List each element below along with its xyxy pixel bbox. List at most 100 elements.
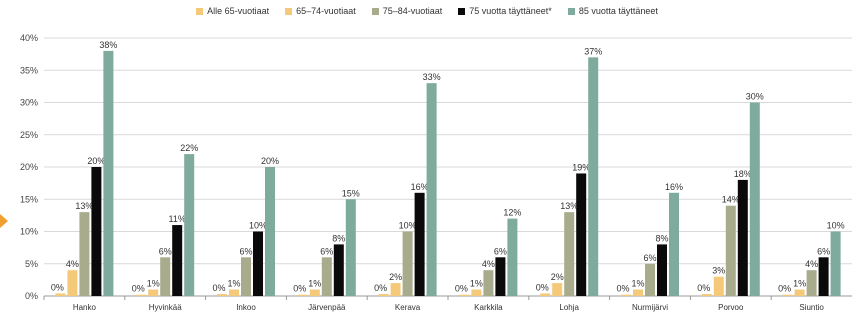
- bar: [172, 225, 183, 296]
- bar: [782, 294, 793, 296]
- bar: [229, 289, 239, 296]
- bar: [749, 102, 760, 296]
- data-label: 6%: [239, 246, 252, 256]
- bar: [414, 192, 425, 296]
- x-tick-label: Karkkila: [474, 303, 503, 312]
- data-label: 0%: [51, 282, 64, 292]
- data-label: 0%: [778, 284, 791, 294]
- bar: [645, 263, 655, 296]
- bar: [297, 294, 308, 296]
- bar: [701, 294, 712, 296]
- data-label: 30%: [746, 92, 764, 102]
- data-label: 38%: [99, 40, 117, 50]
- x-tick-label: Nurmijärvi: [632, 303, 668, 312]
- data-label: 1%: [308, 279, 321, 289]
- legend-item: 65–74-vuotiaat: [285, 6, 356, 16]
- data-label: 22%: [180, 143, 198, 153]
- x-tick-label: Järvenpää: [308, 303, 346, 312]
- x-tick-label: Siuntio: [799, 303, 824, 312]
- chart-legend: Alle 65-vuotiaat 65–74-vuotiaat 75–84-vuot…: [0, 6, 854, 16]
- bar: [830, 231, 841, 296]
- bar: [265, 167, 275, 296]
- data-label: 4%: [805, 259, 818, 269]
- bar: [621, 294, 631, 296]
- legend-label: 85 vuotta täyttäneet: [578, 6, 658, 16]
- data-label: 10%: [827, 221, 845, 231]
- bar: [103, 50, 114, 297]
- data-label: 0%: [212, 283, 225, 293]
- bar: [540, 293, 551, 296]
- bar: [241, 257, 251, 296]
- data-label: 0%: [132, 284, 145, 294]
- bar: [55, 293, 66, 296]
- arrow-marker-icon: [0, 214, 8, 228]
- bar: [184, 154, 195, 296]
- bar: [507, 218, 518, 296]
- x-tick-label: Inkoo: [236, 303, 256, 312]
- data-label: 16%: [411, 182, 429, 192]
- data-label: 6%: [817, 246, 830, 256]
- data-label: 1%: [793, 279, 806, 289]
- legend-label: 75 vuotta täyttäneet*: [469, 6, 552, 16]
- data-label: 13%: [75, 201, 93, 211]
- y-tick-label: 10%: [20, 227, 38, 237]
- bar: [669, 192, 679, 296]
- bar: [495, 257, 506, 296]
- legend-swatch: [458, 7, 466, 15]
- data-label: 37%: [584, 46, 602, 56]
- data-label: 6%: [643, 253, 656, 263]
- data-label: 10%: [249, 221, 267, 231]
- bar: [471, 289, 482, 296]
- bar: [552, 283, 563, 296]
- bar: [253, 231, 263, 296]
- bar: [136, 294, 147, 296]
- data-label: 20%: [87, 156, 105, 166]
- data-label: 1%: [227, 279, 240, 289]
- data-label: 0%: [455, 284, 468, 294]
- data-label: 20%: [261, 156, 279, 166]
- legend-item: 85 vuotta täyttäneet: [567, 6, 658, 16]
- bar: [217, 294, 227, 296]
- bar: [483, 270, 494, 296]
- bar: [713, 276, 724, 296]
- data-label: 2%: [389, 272, 402, 282]
- data-label: 3%: [712, 266, 725, 276]
- data-label: 0%: [374, 283, 387, 293]
- legend-item: 75 vuotta täyttäneet*: [458, 6, 552, 16]
- legend-swatch: [371, 7, 379, 15]
- bar: [148, 289, 159, 296]
- bar: [459, 294, 470, 296]
- bar: [309, 289, 320, 296]
- bar: [345, 199, 356, 296]
- y-tick-label: 25%: [20, 130, 38, 140]
- legend-swatch: [285, 7, 293, 15]
- data-label: 4%: [66, 259, 79, 269]
- x-tick-label: Hyvinkää: [149, 303, 182, 312]
- bar: [160, 257, 171, 296]
- data-label: 6%: [494, 246, 507, 256]
- legend-label: 75–84-vuotiaat: [382, 6, 443, 16]
- legend-item: Alle 65-vuotiaat: [196, 6, 269, 16]
- data-label: 4%: [482, 259, 495, 269]
- bar: [402, 231, 413, 296]
- y-tick-label: 15%: [20, 194, 38, 204]
- data-label: 14%: [722, 195, 740, 205]
- bar: [390, 283, 401, 296]
- bar: [564, 212, 575, 296]
- y-tick-label: 0%: [25, 291, 38, 301]
- bar: [333, 244, 344, 296]
- data-label: 1%: [631, 279, 644, 289]
- legend-label: 65–74-vuotiaat: [296, 6, 356, 16]
- bar: [794, 289, 805, 296]
- data-label: 0%: [536, 282, 549, 292]
- data-label: 8%: [655, 233, 668, 243]
- bar: [426, 83, 437, 297]
- data-label: 10%: [399, 221, 417, 231]
- x-tick-label: Lohja: [559, 303, 579, 312]
- data-label: 11%: [169, 214, 186, 224]
- bar: [633, 289, 643, 296]
- data-label: 2%: [551, 272, 564, 282]
- data-label: 1%: [147, 279, 160, 289]
- data-label: 33%: [423, 72, 441, 82]
